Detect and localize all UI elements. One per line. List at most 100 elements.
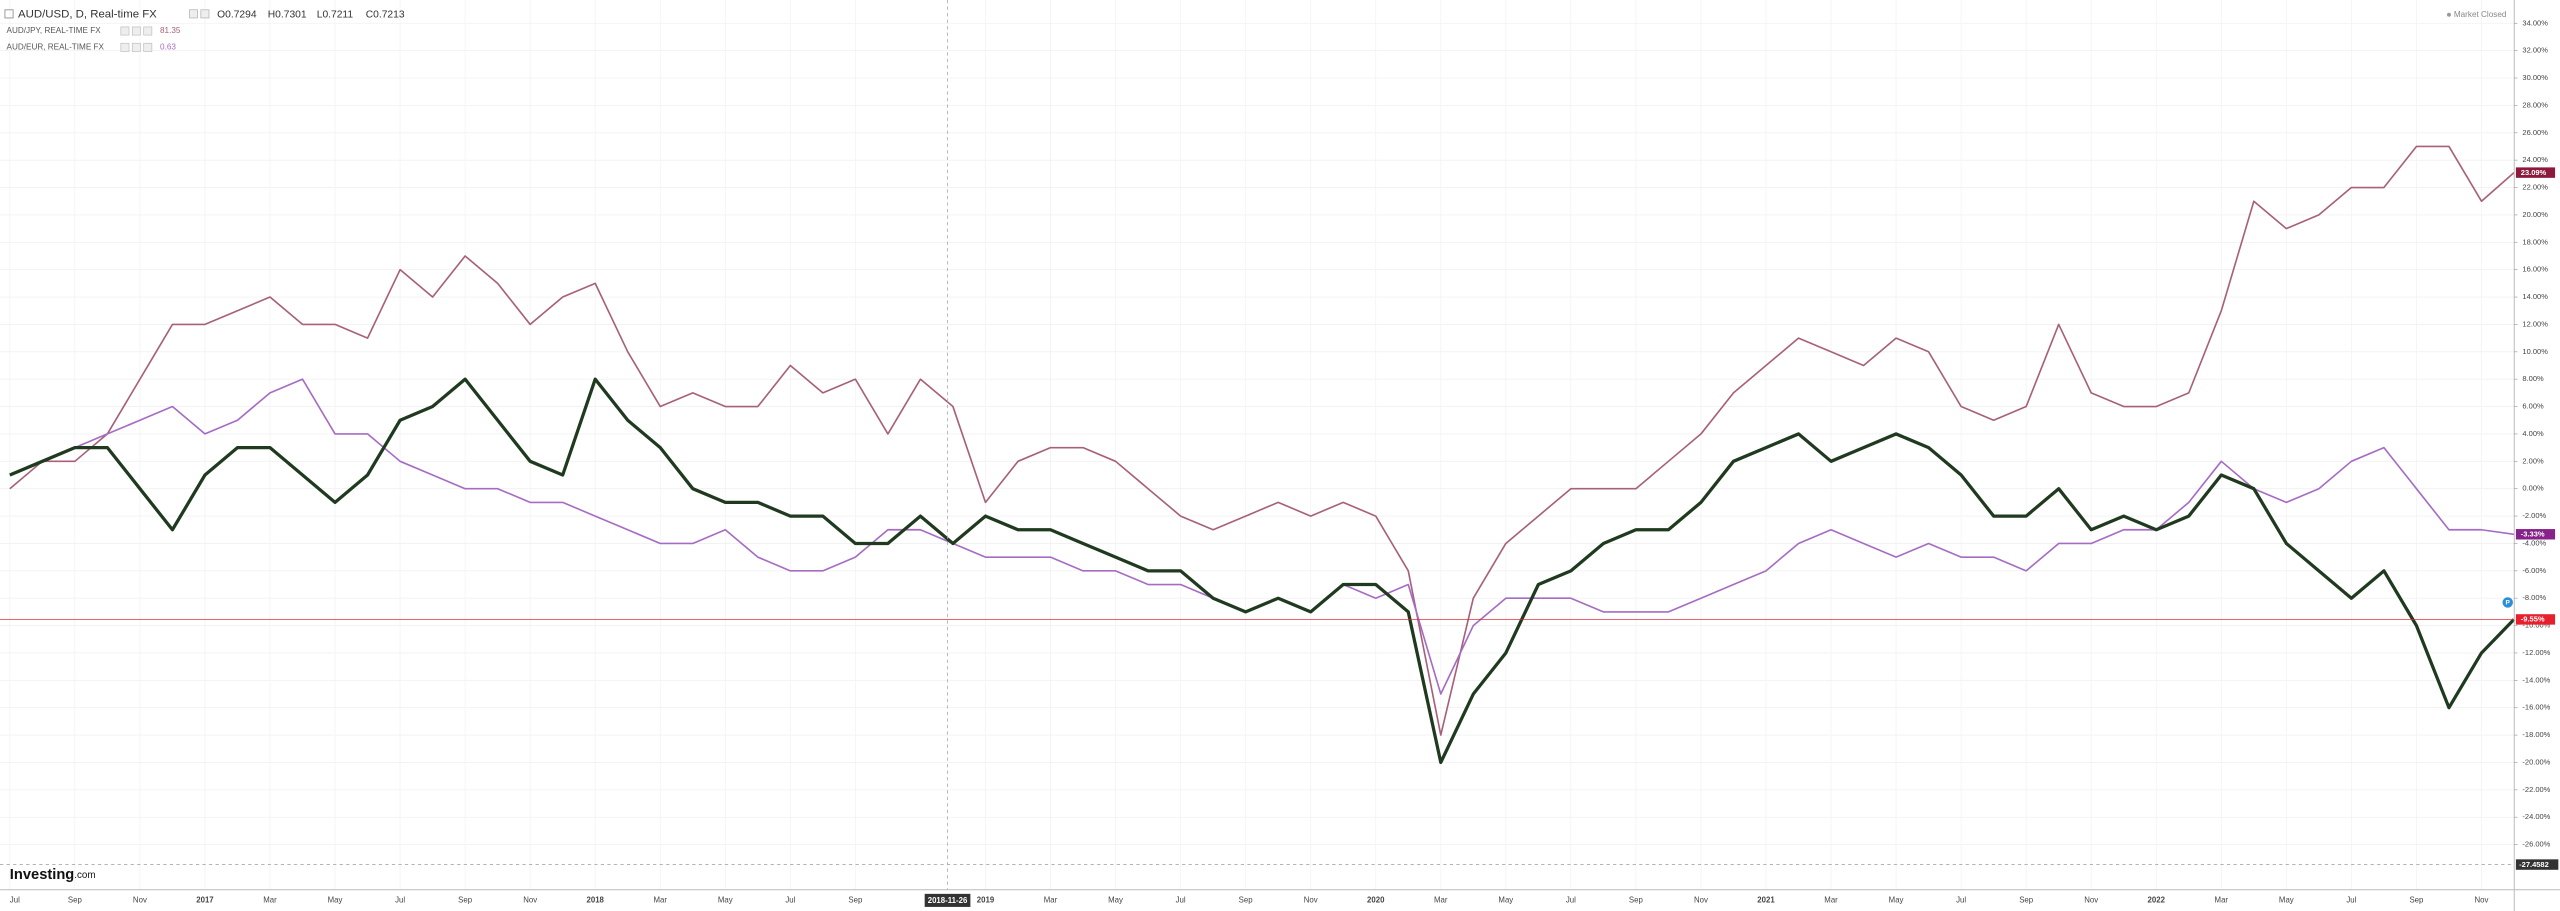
- last-value-box: [2515, 614, 2556, 625]
- last-value-label: -9.55%: [2521, 615, 2545, 624]
- crosshair-x-box: [924, 893, 971, 907]
- last-value-label: 23.09%: [2521, 168, 2547, 177]
- x-tick-label: Sep: [2019, 895, 2034, 904]
- y-tick-label: -16.00%: [2522, 703, 2550, 712]
- legend-icon: [120, 26, 130, 36]
- y-tick-label: 30.00%: [2522, 73, 2548, 82]
- y-tick-label: 28.00%: [2522, 100, 2548, 109]
- x-tick-label: May: [1498, 895, 1513, 904]
- event-marker-letter: P: [2506, 600, 2511, 607]
- x-tick-label: Nov: [1304, 895, 1318, 904]
- x-tick-label: Jul: [10, 895, 20, 904]
- x-tick-label: Nov: [2475, 895, 2489, 904]
- x-tick-label: May: [328, 895, 343, 904]
- x-tick-label: 2021: [1757, 895, 1775, 904]
- y-tick-label: 20.00%: [2522, 210, 2548, 219]
- x-tick-label: 2022: [2148, 895, 2166, 904]
- market-status: Market Closed: [2454, 10, 2507, 19]
- settings-icon[interactable]: [189, 9, 198, 19]
- x-tick-label: May: [718, 895, 733, 904]
- x-tick-label: Mar: [654, 895, 668, 904]
- status-dot: [2446, 12, 2451, 17]
- y-tick-label: 18.00%: [2522, 237, 2548, 246]
- last-value-label: -3.33%: [2521, 530, 2545, 539]
- legend-icon: [143, 42, 153, 52]
- y-tick-label: 12.00%: [2522, 319, 2548, 328]
- y-tick-label: -14.00%: [2522, 675, 2550, 684]
- x-tick-label: May: [1889, 895, 1904, 904]
- x-tick-label: Jul: [1566, 895, 1576, 904]
- x-tick-label: May: [1108, 895, 1123, 904]
- last-value-box: [2515, 529, 2556, 540]
- legend-icon: [131, 26, 141, 36]
- close-icon[interactable]: [200, 9, 210, 19]
- legend-icon: [131, 42, 141, 52]
- open-price: O0.7294: [217, 9, 257, 20]
- x-tick-label: Nov: [523, 895, 537, 904]
- y-tick-label: 2.00%: [2522, 456, 2544, 465]
- brand-name: Investing: [10, 867, 74, 883]
- brand-suffix: .com: [74, 870, 95, 881]
- legend-icon: [120, 42, 130, 52]
- brand-logo: Investing.com: [10, 867, 96, 883]
- y-tick-label: -12.00%: [2522, 648, 2550, 657]
- x-tick-label: Nov: [2084, 895, 2098, 904]
- y-tick-label: 24.00%: [2522, 155, 2548, 164]
- y-tick-label: 22.00%: [2522, 183, 2548, 192]
- x-tick-label: 2020: [1367, 895, 1385, 904]
- x-tick-label: 2017: [196, 895, 214, 904]
- y-tick-label: -2.00%: [2522, 511, 2546, 520]
- x-tick-label: Jul: [395, 895, 405, 904]
- y-tick-label: -20.00%: [2522, 757, 2550, 766]
- x-tick-label: Mar: [1434, 895, 1448, 904]
- y-tick-label: 26.00%: [2522, 128, 2548, 137]
- crosshair-y-box: [2515, 859, 2559, 870]
- x-tick-label: Sep: [1239, 895, 1254, 904]
- x-tick-label: Sep: [2409, 895, 2424, 904]
- x-tick-label: 2019: [977, 895, 995, 904]
- x-tick-label: 2018: [587, 895, 605, 904]
- y-tick-label: -26.00%: [2522, 840, 2550, 849]
- x-tick-label: Sep: [1629, 895, 1644, 904]
- x-tick-label: Jul: [1956, 895, 1966, 904]
- x-tick-label: Mar: [1044, 895, 1058, 904]
- y-tick-label: 32.00%: [2522, 46, 2548, 55]
- y-tick-label: 8.00%: [2522, 374, 2544, 383]
- legend-icon: [143, 26, 153, 36]
- event-marker[interactable]: [2502, 597, 2513, 608]
- x-tick-label: Sep: [458, 895, 473, 904]
- y-tick-label: -8.00%: [2522, 593, 2546, 602]
- y-tick-label: -4.00%: [2522, 538, 2546, 547]
- x-tick-label: Nov: [1694, 895, 1708, 904]
- x-tick-label: Sep: [848, 895, 863, 904]
- legend-label: AUD/JPY, REAL-TIME FX: [7, 26, 102, 35]
- low-price: L0.7211: [317, 9, 354, 20]
- x-tick-label: Jul: [785, 895, 795, 904]
- x-tick-label: Mar: [263, 895, 277, 904]
- series-line: [9, 377, 2516, 765]
- x-tick-label: Jul: [1176, 895, 1186, 904]
- y-tick-label: -24.00%: [2522, 812, 2550, 821]
- y-tick-label: 4.00%: [2522, 429, 2544, 438]
- y-tick-label: 34.00%: [2522, 18, 2548, 27]
- plot: [0, 0, 2516, 890]
- high-price: H0.7301: [268, 9, 307, 20]
- x-tick-label: Sep: [68, 895, 83, 904]
- y-tick-label: 0.00%: [2522, 484, 2544, 493]
- grid: [0, 0, 2515, 890]
- series-line: [9, 145, 2515, 736]
- collapse-icon[interactable]: [4, 9, 14, 19]
- y-tick-label: -10.00%: [2522, 621, 2550, 630]
- chart-title: AUD/USD, D, Real-time FX: [18, 9, 157, 21]
- last-value-box: [2515, 167, 2556, 178]
- y-tick-label: -18.00%: [2522, 730, 2550, 739]
- legend-price: 81.35: [160, 26, 181, 35]
- x-tick-label: Mar: [1824, 895, 1838, 904]
- y-tick-label: 14.00%: [2522, 292, 2548, 301]
- crosshair-x-label: 2018-11-26: [928, 896, 968, 905]
- y-tick-label: 6.00%: [2522, 402, 2544, 411]
- x-tick-label: May: [2279, 895, 2294, 904]
